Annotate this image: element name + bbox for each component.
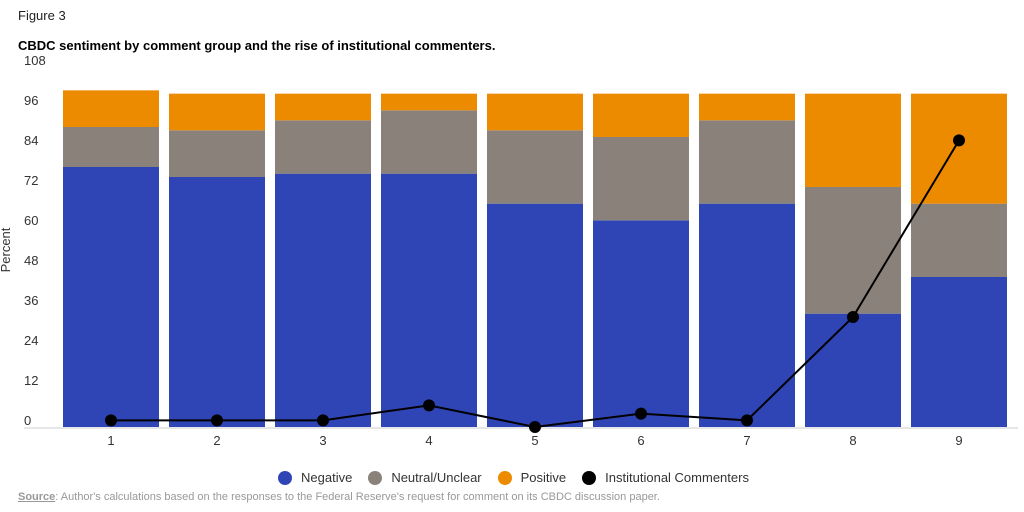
legend-item: Positive	[497, 470, 567, 485]
x-tick-label: 9	[955, 433, 962, 448]
legend-swatch	[368, 470, 383, 485]
legend-label: Neutral/Unclear	[391, 470, 482, 485]
legend-label: Institutional Commenters	[605, 470, 749, 485]
point-institutional-commenters	[317, 414, 329, 427]
legend-swatch	[497, 470, 512, 485]
point-institutional-commenters	[635, 407, 647, 420]
bar-negative	[63, 167, 159, 427]
bar-negative	[805, 313, 901, 427]
bar-neutral-unclear	[169, 130, 265, 177]
y-axis-label: Percent	[0, 227, 13, 272]
y-tick-label: 96	[24, 93, 38, 108]
bar-neutral-unclear	[699, 120, 795, 204]
point-institutional-commenters	[211, 414, 223, 427]
y-tick-label: 48	[24, 253, 38, 268]
bar-negative	[275, 173, 371, 427]
x-tick-label: 8	[849, 433, 856, 448]
bar-positive	[63, 90, 159, 127]
source-text: : Author's calculations based on the res…	[55, 491, 660, 503]
bar-positive	[699, 93, 795, 121]
y-tick-label: 36	[24, 293, 38, 308]
bar-neutral-unclear	[805, 187, 901, 314]
x-tick-label: 6	[637, 433, 644, 448]
bar-negative	[381, 173, 477, 427]
y-tick-label: 0	[24, 413, 31, 428]
legend-swatch	[582, 470, 597, 485]
point-institutional-commenters	[741, 414, 753, 427]
legend-label: Negative	[301, 470, 353, 485]
y-tick-label: 84	[24, 133, 38, 148]
bar-neutral-unclear	[487, 130, 583, 204]
x-tick-label: 2	[213, 433, 220, 448]
bar-negative	[169, 177, 265, 427]
bar-positive	[593, 93, 689, 137]
chart-title: CBDC sentiment by comment group and the …	[18, 38, 496, 53]
x-tick-label: 3	[319, 433, 326, 448]
bar-positive	[275, 93, 371, 121]
x-tick-label: 5	[531, 433, 538, 448]
bar-neutral-unclear	[593, 137, 689, 221]
bar-positive	[381, 93, 477, 111]
bar-positive	[805, 93, 901, 187]
y-tick-label: 12	[24, 373, 38, 388]
legend-item: Institutional Commenters	[582, 470, 749, 485]
bar-negative	[593, 220, 689, 427]
point-institutional-commenters	[423, 399, 435, 412]
y-tick-label: 60	[24, 213, 38, 228]
bar-negative	[911, 277, 1007, 427]
bar-neutral-unclear	[63, 127, 159, 167]
source-label: Source	[18, 491, 56, 503]
source-note: Source: Author's calculations based on t…	[18, 491, 660, 503]
legend-label: Positive	[520, 470, 567, 485]
bar-negative	[487, 203, 583, 427]
x-tick-label: 1	[107, 433, 114, 448]
legend-item: Neutral/Unclear	[368, 470, 482, 485]
bar-neutral-unclear	[275, 120, 371, 174]
bar-positive	[911, 93, 1007, 204]
legend-item: Negative	[278, 470, 352, 485]
point-institutional-commenters	[847, 311, 859, 323]
x-tick-label: 7	[743, 433, 750, 448]
bar-neutral-unclear	[381, 110, 477, 174]
point-institutional-commenters	[953, 134, 965, 147]
legend: Negative Neutral/Unclear Positive Instituti…	[278, 470, 765, 485]
y-tick-label: 108	[24, 53, 46, 68]
y-tick-label: 24	[24, 333, 38, 348]
bar-positive	[487, 93, 583, 131]
x-tick-label: 4	[425, 433, 432, 448]
legend-swatch	[278, 470, 292, 485]
bar-negative	[699, 203, 795, 427]
point-institutional-commenters	[529, 421, 541, 433]
bar-neutral-unclear	[911, 203, 1007, 277]
y-tick-label: 72	[24, 173, 38, 188]
figure-label: Figure 3	[18, 8, 66, 23]
bar-positive	[169, 93, 265, 131]
point-institutional-commenters	[105, 414, 117, 427]
